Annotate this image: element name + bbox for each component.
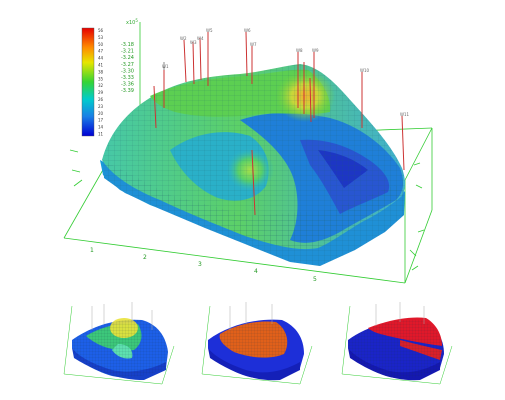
colorbar-tick-label: 41 [98,63,104,68]
z-tick-label: -3.27 [121,62,134,68]
svg-text:W5: W5 [206,28,213,33]
z-tick-labels: -3.18-3.21-3.24-3.27-3.30-3.33-3.36-3.39 [121,42,134,94]
colorbar-tick-label: 38 [98,69,104,74]
well: W5 [206,28,213,86]
well: W8 [296,48,303,108]
svg-text:W11: W11 [400,112,410,117]
y-axis-line [404,209,433,284]
svg-text:W3: W3 [190,40,197,45]
thumbnail-3 [341,302,453,385]
svg-text:W4: W4 [197,36,204,41]
z-tick-label: -3.39 [121,88,134,94]
z-tick-label: -3.30 [121,68,134,74]
colorbar-tick-label: 32 [98,83,104,88]
svg-text:W9: W9 [312,48,319,53]
main-3d-view: W1 W2 W3 W4 W5 W6 W7 W8 W9 W10 W11 56535… [63,18,433,284]
well: W9 [312,48,319,118]
colorbar-tick-label: 23 [98,104,104,109]
colorbar-tick-label: 47 [98,49,104,54]
well: W7 [250,42,257,84]
colorbar-tick-label: 56 [98,28,104,33]
well: W10 [360,68,370,128]
z-tick-label: -3.33 [121,75,134,81]
colorbar-tick-label: 11 [98,132,104,137]
colorbar-tick-label: 29 [98,90,104,95]
colorbar-tick-label: 50 [98,42,104,47]
svg-text:W6: W6 [244,28,251,33]
colorbar-tick-label: 35 [98,76,104,81]
thumbnail-1 [63,302,175,385]
well [309,77,312,123]
well: W3 [190,40,197,85]
x-tick-label: 3 [198,261,202,268]
well [251,149,256,216]
colorbar-gradient [81,27,95,137]
well: W4 [197,36,204,81]
svg-text:W2: W2 [180,36,187,41]
x-tick-label: 1 [90,247,94,254]
well: W6 [244,28,251,77]
colorbar-tick-label: 44 [98,56,104,61]
colorbar-tick-label: 17 [98,118,104,123]
wells: W1 W2 W3 W4 W5 W6 W7 W8 W9 W10 W11 [153,28,410,216]
z-tick-label: -3.21 [121,49,134,55]
z-tick-label: -3.18 [121,42,134,48]
x-tick-labels: 1 2 3 4 5 [90,247,317,283]
x-tick-label: 2 [143,254,147,261]
svg-text:W8: W8 [296,48,303,53]
thumbnail-2 [201,302,313,385]
well [153,85,157,129]
colorbar-tick-label: 26 [98,97,104,102]
well: W1 [162,62,169,108]
x-tick-label: 4 [254,268,258,275]
axis-tick-marks [69,149,425,271]
colorbar-tick-label: 20 [98,111,104,116]
x-tick-label: 5 [313,276,317,283]
x-axis-line [63,237,406,284]
colorbar-tick-label: 14 [98,125,104,130]
svg-text:W7: W7 [250,42,257,47]
well: W2 [180,36,187,83]
colorbar-tick-label: 53 [98,35,104,40]
exponent-label: x105 [126,18,138,26]
z-tick-label: -3.36 [121,82,134,88]
well: W11 [400,112,410,171]
reservoir-surface [100,64,405,266]
svg-text:W1: W1 [162,64,169,69]
svg-text:W10: W10 [360,68,370,73]
z-tick-label: -3.24 [121,55,134,61]
z-axis-labels: x105 -3.18-3.21-3.24-3.27-3.30-3.33-3.36… [121,18,138,94]
